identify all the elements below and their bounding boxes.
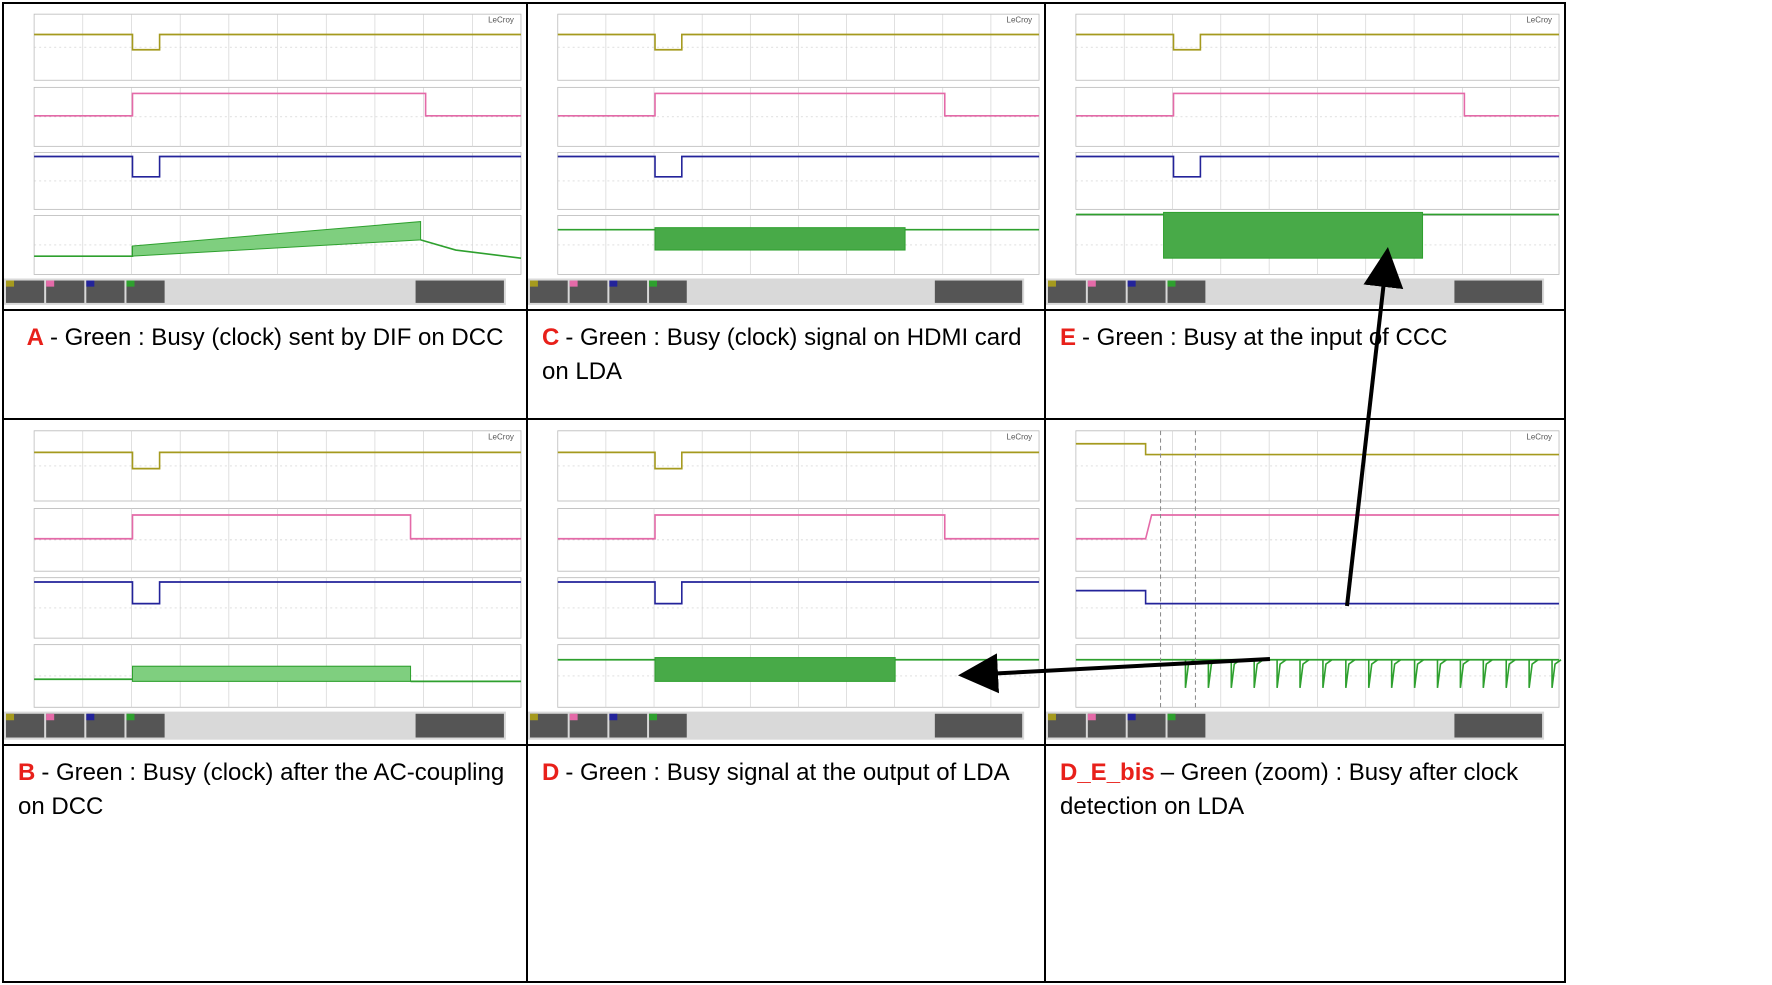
scope-screen: LeCroy: [4, 420, 526, 744]
panel-label: C: [542, 324, 559, 351]
caption-text: - Green : Busy (clock) after the AC-coup…: [18, 759, 504, 820]
caption: B- Green : Busy (clock) after the AC-cou…: [4, 746, 526, 981]
green-band: [655, 228, 905, 250]
panel-label: E: [1060, 324, 1076, 351]
channel-tag: [126, 281, 134, 287]
scope-image: LeCroy: [4, 4, 526, 309]
brand-label: LeCroy: [1007, 15, 1033, 24]
brand-label: LeCroy: [488, 15, 515, 24]
scope-image: LeCroy: [4, 420, 526, 744]
caption: E- Green : Busy at the input of CCC: [1046, 311, 1564, 418]
green-band: [132, 666, 410, 681]
channel-tag: [649, 281, 657, 287]
channel-tag: [1168, 281, 1176, 287]
panel-label: D_E_bis: [1060, 759, 1155, 786]
scope-screen: LeCroy: [528, 420, 1044, 744]
scope-image: LeCroy: [528, 420, 1044, 744]
channel-tag: [6, 714, 14, 720]
channel-tag: [649, 714, 657, 720]
caption-text: - Green : Busy signal at the output of L…: [565, 759, 1009, 786]
channel-tag: [86, 281, 94, 287]
channel-tag: [6, 281, 14, 287]
caption: D- Green : Busy signal at the output of …: [528, 746, 1044, 981]
brand-label: LeCroy: [488, 431, 515, 441]
channel-tag: [1168, 714, 1176, 720]
scope-image: LeCroy: [1046, 4, 1564, 309]
caption-text: - Green : Busy (clock) sent by DIF on DC…: [50, 324, 503, 351]
channel-tag: [46, 281, 54, 287]
channel-tag: [570, 281, 578, 287]
scope-screen: LeCroy: [4, 4, 526, 309]
brand-label: LeCroy: [1526, 15, 1552, 24]
timebase-box: [935, 714, 1022, 738]
channel-tag: [86, 714, 94, 720]
timebase-box: [935, 281, 1022, 303]
channel-tag: [530, 281, 538, 287]
channel-tag: [1088, 281, 1096, 287]
caption: C- Green : Busy (clock) signal on HDMI c…: [528, 311, 1044, 418]
timebase-box: [1454, 714, 1542, 738]
panel-label: B: [18, 759, 35, 786]
green-band: [1164, 212, 1423, 258]
scope-screen: LeCroy: [1046, 4, 1564, 309]
channel-tag: [609, 714, 617, 720]
panel-label: A: [27, 324, 44, 351]
channel-tag: [609, 281, 617, 287]
panel-label: D: [542, 759, 559, 786]
scope-screen: LeCroy: [528, 4, 1044, 309]
channel-tag: [1048, 714, 1056, 720]
green-spike: [1552, 660, 1561, 688]
channel-tag: [1048, 281, 1056, 287]
scope-image: LeCroy: [1046, 420, 1564, 744]
scope-bg: [1046, 420, 1544, 744]
channel-tag: [1128, 714, 1136, 720]
channel-tag: [46, 714, 54, 720]
page: LeCroy A- Green : Busy (clock) sent by DI…: [0, 0, 1772, 985]
scope-screen: LeCroy: [1046, 420, 1564, 744]
channel-tag: [126, 714, 134, 720]
caption: A- Green : Busy (clock) sent by DIF on D…: [4, 311, 526, 418]
caption: D_E_bis– Green (zoom) : Busy after clock…: [1046, 746, 1564, 981]
timebase-box: [1454, 281, 1542, 303]
brand-label: LeCroy: [1526, 431, 1552, 441]
channel-tag: [530, 714, 538, 720]
green-band: [655, 658, 895, 682]
timebase-box: [416, 714, 504, 738]
caption-text: - Green : Busy (clock) signal on HDMI ca…: [542, 324, 1021, 385]
caption-text: - Green : Busy at the input of CCC: [1082, 324, 1448, 351]
scope-image: LeCroy: [528, 4, 1044, 309]
channel-tag: [570, 714, 578, 720]
channel-tag: [1128, 281, 1136, 287]
brand-label: LeCroy: [1007, 431, 1033, 441]
channel-tag: [1088, 714, 1096, 720]
timebase-box: [416, 281, 504, 303]
